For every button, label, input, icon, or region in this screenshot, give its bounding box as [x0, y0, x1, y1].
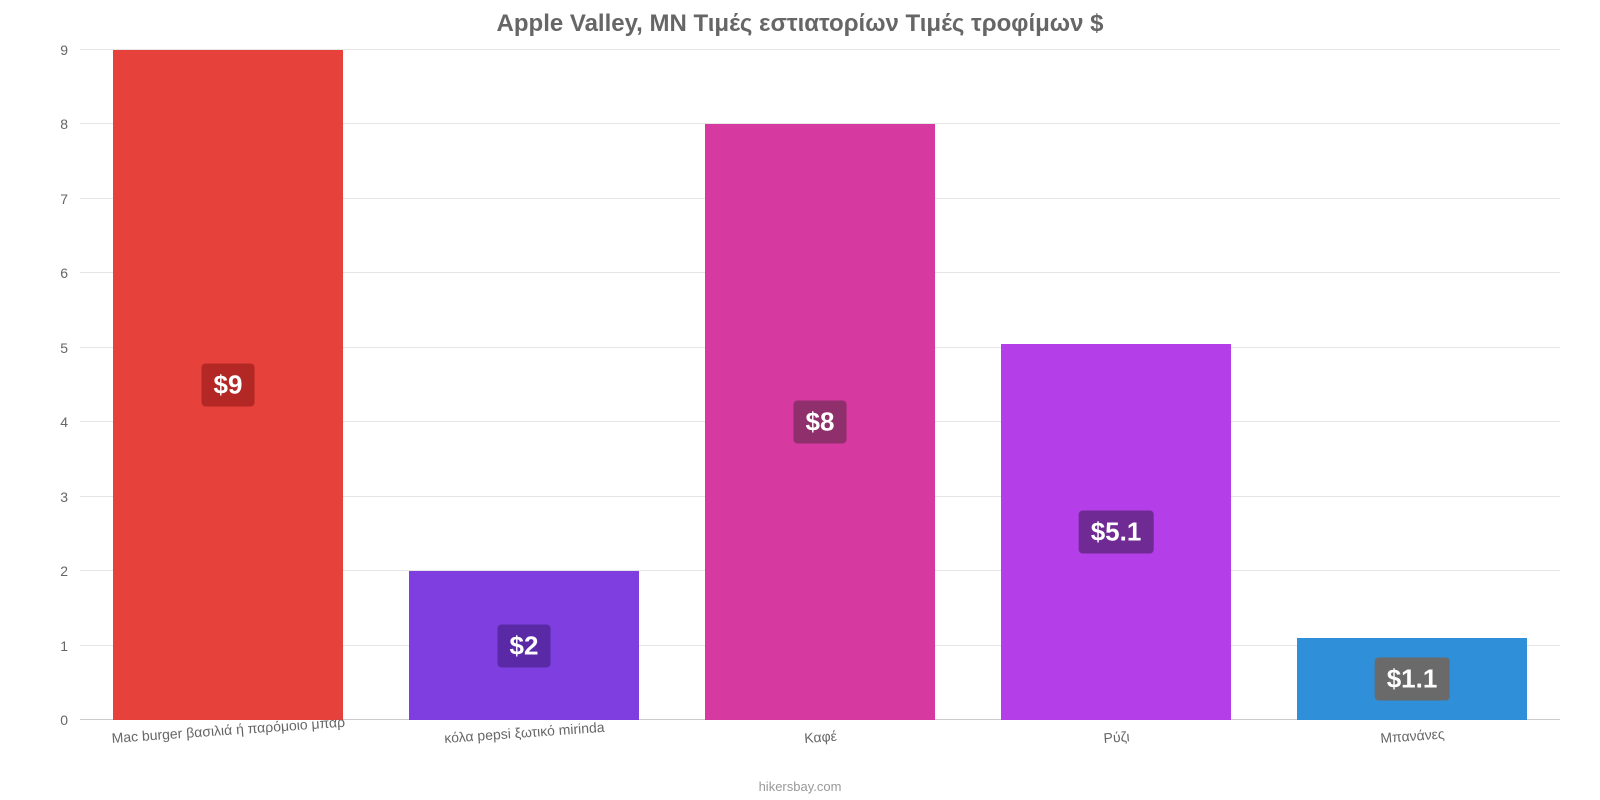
plot-area: $9 $2 $8 $5.1 $1.1 [80, 50, 1560, 720]
x-label-slot: κόλα pepsi ξωτικό mirinda [376, 722, 672, 772]
x-category-label: Ρύζι [1103, 728, 1130, 746]
y-tick-label: 1 [60, 638, 68, 654]
x-category-label: κόλα pepsi ξωτικό mirinda [444, 719, 605, 746]
x-label-slot: Mac burger βασιλιά ή παρόμοιο μπαρ [80, 722, 376, 772]
bar-slot: $5.1 [968, 50, 1264, 720]
y-tick-label: 6 [60, 265, 68, 281]
chart-title: Apple Valley, MN Τιμές εστιατορίων Τιμές… [0, 10, 1600, 38]
bar: $8 [705, 124, 936, 720]
bar-value-label: $5.1 [1079, 511, 1154, 554]
x-axis-labels: Mac burger βασιλιά ή παρόμοιο μπαρ κόλα p… [80, 722, 1560, 772]
bar-slot: $1.1 [1264, 50, 1560, 720]
bar-value-label: $9 [202, 364, 255, 407]
x-category-label: Καφέ [804, 728, 838, 746]
y-axis: 0123456789 [0, 50, 80, 720]
x-label-slot: Καφέ [672, 722, 968, 772]
bar: $1.1 [1297, 638, 1528, 720]
y-tick-label: 8 [60, 116, 68, 132]
y-tick-label: 4 [60, 414, 68, 430]
bar-slot: $9 [80, 50, 376, 720]
bar: $2 [409, 571, 640, 720]
chart-source: hikersbay.com [0, 779, 1600, 794]
y-tick-label: 3 [60, 489, 68, 505]
x-label-slot: Μπανάνες [1264, 722, 1560, 772]
bars-group: $9 $2 $8 $5.1 $1.1 [80, 50, 1560, 720]
bar-slot: $8 [672, 50, 968, 720]
y-tick-label: 2 [60, 563, 68, 579]
price-bar-chart: Apple Valley, MN Τιμές εστιατορίων Τιμές… [0, 0, 1600, 800]
y-tick-label: 5 [60, 340, 68, 356]
bar-value-label: $2 [498, 624, 551, 667]
y-tick-label: 0 [60, 712, 68, 728]
x-category-label: Μπανάνες [1380, 726, 1445, 746]
y-tick-label: 9 [60, 42, 68, 58]
x-label-slot: Ρύζι [968, 722, 1264, 772]
bar-value-label: $1.1 [1375, 658, 1450, 701]
bar-slot: $2 [376, 50, 672, 720]
bar-value-label: $8 [794, 401, 847, 444]
y-tick-label: 7 [60, 191, 68, 207]
bar: $5.1 [1001, 344, 1232, 720]
bar: $9 [113, 50, 344, 720]
